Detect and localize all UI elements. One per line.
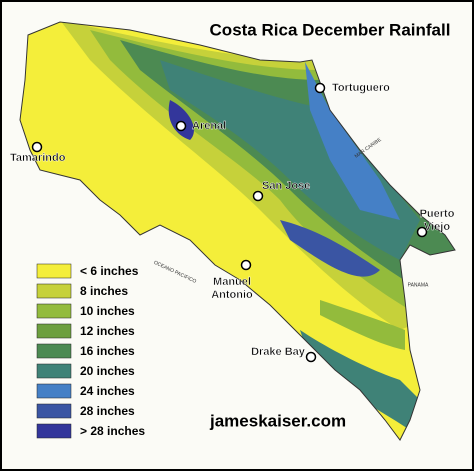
legend-label: > 28 inches <box>80 424 145 438</box>
legend-swatch <box>36 263 72 279</box>
place-label: Drake Bay <box>251 346 306 358</box>
place-label-line: Antonio <box>211 289 253 301</box>
place-label: San Jose <box>262 180 310 192</box>
legend-label: 12 inches <box>80 324 135 338</box>
map-label: PANAMA <box>408 282 429 288</box>
place-marker <box>252 190 264 202</box>
legend-swatch <box>36 363 72 379</box>
legend-swatch <box>36 283 72 299</box>
coastline <box>19 21 456 441</box>
place-label-line: Viejo <box>424 221 450 233</box>
place-label-line: Manuel <box>213 276 251 288</box>
place-marker <box>175 120 187 132</box>
legend-swatch <box>36 343 72 359</box>
legend-label: 28 inches <box>80 404 135 418</box>
website: jameskaiser.com <box>209 411 346 430</box>
legend-swatch <box>36 383 72 399</box>
place-label: Arenal <box>192 120 226 132</box>
place-label: Tortuguero <box>332 82 390 94</box>
place-label-line: Puerto <box>420 208 455 220</box>
legend-label: < 6 inches <box>80 264 139 278</box>
legend-swatch <box>36 403 72 419</box>
place-marker <box>240 259 252 271</box>
place-marker <box>305 351 317 363</box>
legend-swatch <box>36 323 72 339</box>
place-label: Puerto Viejo <box>420 208 455 233</box>
legend-label: 20 inches <box>80 364 135 378</box>
place-marker <box>314 82 326 94</box>
map-title: Costa Rica December Rainfall <box>210 20 451 39</box>
legend-swatch <box>36 303 72 319</box>
legend-swatch <box>36 423 72 439</box>
place-label: Tamarindo <box>10 152 66 164</box>
place-marker <box>31 141 43 153</box>
place-marker <box>416 226 428 238</box>
legend: < 6 inches 8 inches 10 inches 12 inches 16 i… <box>36 263 145 439</box>
legend-label: 8 inches <box>80 284 128 298</box>
places: Tortuguero Arenal Tamarindo San Jose Puerto V… <box>10 82 455 363</box>
legend-label: 16 inches <box>80 344 135 358</box>
legend-label: 24 inches <box>80 384 135 398</box>
legend-label: 10 inches <box>80 304 135 318</box>
place-label: Manuel Antonio <box>211 276 253 301</box>
